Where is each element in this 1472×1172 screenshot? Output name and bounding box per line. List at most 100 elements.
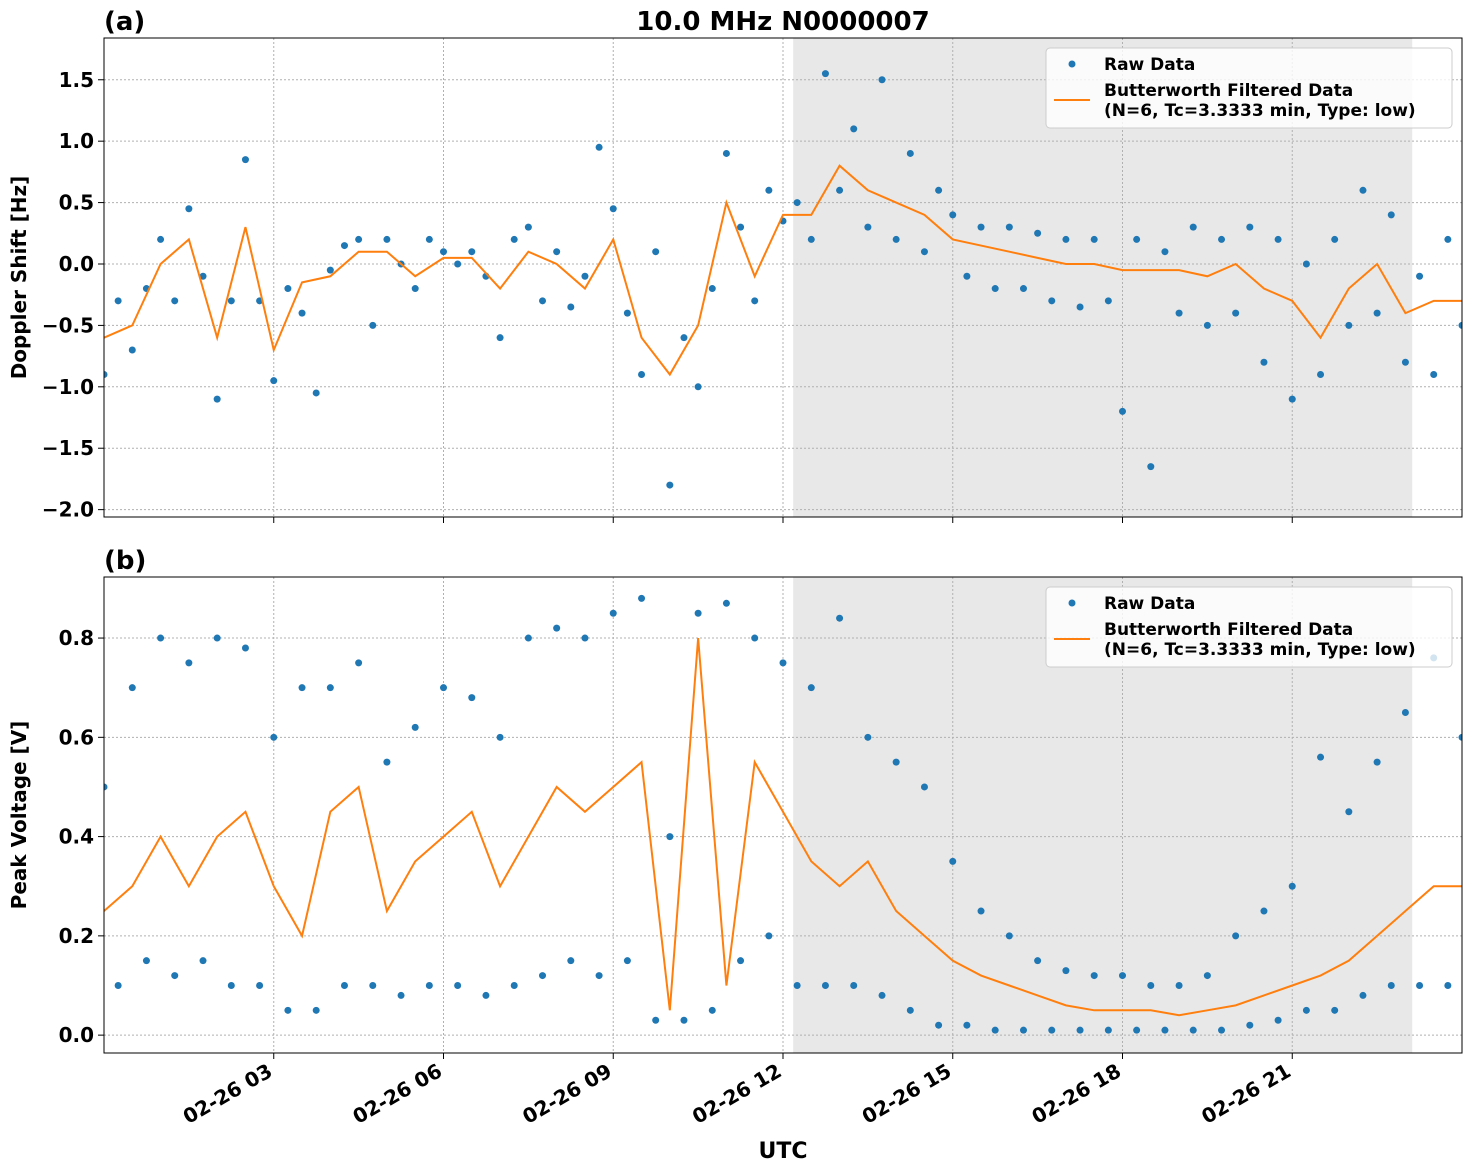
raw-point	[807, 684, 815, 692]
raw-point	[850, 981, 858, 989]
y-axis-label: Doppler Shift [Hz]	[7, 176, 31, 380]
raw-point	[991, 285, 999, 293]
raw-point	[440, 684, 447, 692]
raw-point	[1401, 358, 1409, 366]
y-tick-label: 0.5	[59, 191, 94, 215]
legend-label-line: Butterworth Filtered Data	[1104, 620, 1353, 640]
raw-point	[836, 186, 844, 194]
raw-point	[157, 235, 165, 243]
raw-point	[1331, 1006, 1339, 1014]
raw-point	[524, 223, 532, 231]
raw-point	[722, 599, 730, 607]
raw-point	[1203, 321, 1211, 329]
raw-point	[284, 285, 292, 293]
raw-point	[1260, 358, 1268, 366]
raw-point	[1119, 972, 1126, 980]
raw-point	[539, 972, 547, 980]
raw-point	[114, 981, 122, 989]
x-tick-label: 02-26 09	[518, 1059, 616, 1129]
raw-point	[213, 395, 221, 403]
raw-point	[821, 981, 829, 989]
raw-point	[779, 659, 787, 667]
legend: Raw Data Butterworth Filtered Data (N=6, T…	[1045, 586, 1453, 668]
raw-point	[638, 594, 646, 602]
raw-point	[807, 235, 815, 243]
raw-point	[1218, 235, 1226, 243]
plot-frame	[103, 37, 1463, 518]
y-tick-label: 0.0	[59, 252, 94, 276]
raw-point	[1019, 1026, 1027, 1034]
raw-point	[1104, 297, 1112, 305]
y-tick-label: 0.2	[59, 924, 94, 948]
raw-point	[1090, 972, 1098, 980]
raw-point	[977, 223, 985, 231]
raw-point	[1232, 932, 1240, 940]
raw-point	[906, 1006, 914, 1014]
raw-point	[1161, 248, 1169, 256]
raw-point	[340, 981, 348, 989]
raw-point	[1189, 223, 1197, 231]
raw-point	[708, 1006, 716, 1014]
raw-point	[935, 186, 943, 194]
raw-point	[496, 334, 504, 342]
legend-marker	[1068, 599, 1076, 607]
raw-point	[1387, 981, 1395, 989]
legend-box	[1045, 47, 1453, 129]
x-tick-label: 02-26 06	[348, 1059, 446, 1129]
raw-point	[892, 235, 900, 243]
raw-point	[425, 981, 433, 989]
y-tick-label: 0.0	[59, 1023, 94, 1047]
raw-point	[963, 272, 971, 280]
raw-point	[1034, 957, 1042, 965]
raw-point	[1175, 981, 1183, 989]
raw-point	[411, 285, 419, 293]
raw-point	[454, 260, 462, 268]
raw-point	[567, 303, 575, 311]
raw-point	[963, 1021, 971, 1029]
raw-point	[213, 634, 221, 642]
x-tick-label: 02-26 21	[1197, 1059, 1295, 1129]
raw-point	[369, 321, 377, 329]
raw-point	[1062, 967, 1070, 975]
raw-point	[312, 389, 320, 397]
raw-point	[609, 609, 617, 617]
chart-title: 10.0 MHz N0000007	[636, 7, 929, 37]
raw-point	[199, 272, 207, 280]
raw-point	[1019, 285, 1027, 293]
raw-point	[1218, 1026, 1226, 1034]
legend-label-line: (N=6, Tc=3.3333 min, Type: low)	[1104, 640, 1416, 660]
y-tick-label: 0.6	[59, 725, 94, 749]
raw-point	[1246, 223, 1254, 231]
raw-point	[765, 186, 773, 194]
raw-point	[878, 991, 886, 999]
raw-point	[1373, 309, 1381, 317]
legend-label: Raw Data	[1104, 594, 1195, 614]
raw-point	[1189, 1026, 1197, 1034]
raw-point	[1458, 733, 1462, 741]
raw-point	[241, 644, 249, 652]
legend-label-line: Butterworth Filtered Data	[1104, 81, 1353, 101]
raw-point	[1317, 371, 1325, 379]
legend-label: Butterworth Filtered Data (N=6, Tc=3.3333…	[1104, 81, 1416, 121]
raw-point	[1302, 1006, 1310, 1014]
legend-marker	[1068, 60, 1076, 68]
legend-label-line: (N=6, Tc=3.3333 min, Type: low)	[1104, 101, 1416, 121]
panel-label: (a)	[104, 7, 145, 37]
raw-point	[595, 143, 603, 151]
raw-point	[1005, 223, 1013, 231]
raw-point	[694, 609, 702, 617]
raw-point	[1345, 808, 1353, 816]
raw-point	[1090, 235, 1098, 243]
raw-point	[623, 957, 631, 965]
raw-point	[1147, 463, 1155, 471]
x-tick-label: 02-26 03	[179, 1059, 277, 1129]
raw-point	[539, 297, 547, 305]
filtered-line	[104, 164, 1462, 377]
raw-point	[1288, 395, 1296, 403]
raw-point	[510, 981, 518, 989]
legend-box	[1045, 586, 1453, 668]
raw-point	[652, 1016, 660, 1024]
raw-point	[581, 272, 589, 280]
raw-point	[793, 981, 801, 989]
raw-point	[270, 377, 278, 385]
